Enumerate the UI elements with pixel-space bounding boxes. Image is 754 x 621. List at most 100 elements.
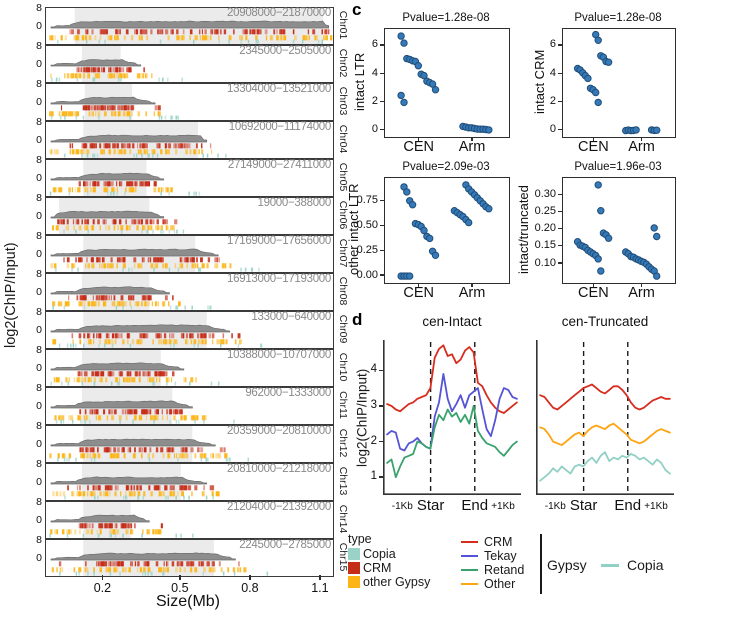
scatter-x-tick-mark <box>592 137 594 141</box>
track-row: 8 0 27149000−27411000 Chr05 <box>36 154 349 197</box>
track-row: 8 0 2345000−2505000 Chr02 <box>36 40 349 83</box>
track-ytick-8: 8 <box>36 268 42 280</box>
legend-line-items: CRM Tekay Retand Other <box>461 535 524 591</box>
scatter-x-tick-mark <box>471 137 473 141</box>
legend-type-item-label: Copia <box>363 547 396 561</box>
track-row: 8 0 17169000−17656000 Chr07 <box>36 230 349 273</box>
track-range-label: 2345000−2505000 <box>239 45 331 57</box>
scatter-category-label: Arm <box>458 285 486 301</box>
scatter-category-label: CEN <box>578 285 609 301</box>
scatter-y-tick-mark <box>379 274 384 276</box>
track-range-label: 133000−640000 <box>251 311 331 323</box>
legend-type-item: Copia <box>348 547 430 561</box>
profile-y-tick-mark <box>378 476 383 478</box>
track-box: 2245000−2785000 <box>45 539 334 577</box>
track-ytick-0: 0 <box>36 210 42 222</box>
track-signal-svg <box>50 350 220 386</box>
scatter-y-tick-mark <box>379 249 384 251</box>
scatter-dots-svg <box>397 181 493 280</box>
profile-y-tick-label: 3 <box>370 398 377 411</box>
x-axis-tick-label: 0.2 <box>93 581 112 595</box>
track-ytick-0: 0 <box>36 438 42 450</box>
track-row: 8 0 2245000−2785000 Chr15 <box>36 534 349 577</box>
track-chr-label: Chr12 <box>337 428 349 458</box>
scatter-y-tick-mark <box>379 200 384 202</box>
x-axis-tick-mark <box>249 575 251 580</box>
scatter-dots-svg <box>573 181 661 280</box>
track-ytick-8: 8 <box>36 534 42 546</box>
track-signal-svg <box>49 8 333 44</box>
track-chr-label: Chr01 <box>337 10 349 40</box>
track-box: 20810000−21218000 <box>45 463 334 501</box>
track-ytick-0: 0 <box>36 514 42 526</box>
track-row: 8 0 19000−388000 Chr06 <box>36 192 349 235</box>
track-chr-label: Chr13 <box>337 466 349 496</box>
legend-line-item-label: Tekay <box>484 549 517 563</box>
legend-copia-line-swatch <box>601 564 619 567</box>
scatter-y-tick-mark <box>379 100 384 103</box>
profile-y-tick-mark <box>378 440 383 443</box>
legend-line-item-label: Other <box>484 577 516 591</box>
track-ytick-0: 0 <box>36 286 42 298</box>
legend-type-item: other Gypsy <box>348 575 430 589</box>
legend-copia-line-label: Copia <box>627 557 664 573</box>
scatter-x-tick-mark <box>418 283 420 287</box>
scatter-category-label: Arm <box>458 139 486 155</box>
scatter-x-tick-mark <box>640 283 643 287</box>
track-ytick-8: 8 <box>36 116 42 128</box>
track-row: 8 0 20908000−21870000 Chr01 <box>36 2 349 45</box>
track-ytick-8: 8 <box>36 230 42 242</box>
track-ytick-8: 8 <box>36 458 42 470</box>
scatter-y-tick-mark <box>557 44 562 46</box>
track-ytick-8: 8 <box>36 496 42 508</box>
x-axis-tick-mark <box>101 575 104 580</box>
x-axis-tick-mark <box>319 575 321 580</box>
track-chr-label: Chr08 <box>337 276 349 306</box>
track-chr-label: Chr07 <box>337 238 349 268</box>
track-row: 8 0 133000−640000 Chr09 <box>36 306 349 349</box>
track-chr-label: Chr09 <box>337 314 349 344</box>
scatter-x-tick-mark <box>471 283 473 287</box>
other-gypsy-swatch <box>348 576 360 588</box>
panel-c-letter: c <box>352 0 362 19</box>
track-box: 27149000−27411000 <box>45 159 334 197</box>
track-ytick-0: 0 <box>36 96 42 108</box>
profile-lines-svg <box>536 340 674 495</box>
track-ytick-8: 8 <box>36 344 42 356</box>
track-ytick-0: 0 <box>36 58 42 70</box>
track-row: 8 0 10692000−11174000 Chr04 <box>36 116 349 159</box>
profile-plot-area <box>383 340 521 495</box>
profile-y-tick-label: 2 <box>370 434 377 447</box>
profile-x-axis-label: -1Kb <box>391 501 413 512</box>
legend-line-item: Tekay <box>461 549 524 563</box>
track-range-label: 20359000−20810000 <box>227 425 331 437</box>
track-range-label: 962000−1333000 <box>245 387 331 399</box>
track-chr-label: Chr03 <box>337 86 349 116</box>
track-signal-svg <box>50 198 185 234</box>
crm-line-swatch <box>461 540 478 544</box>
scatter-y-tick-label: 0.00 <box>356 268 378 281</box>
scatter-dots-svg <box>573 30 661 135</box>
track-chr-label: Chr10 <box>337 352 349 382</box>
track-ytick-0: 0 <box>36 362 42 374</box>
track-ytick-0: 0 <box>36 20 42 32</box>
scatter-y-tick-label: 0.25 <box>534 204 556 217</box>
track-range-label: 10388000−10707000 <box>227 349 331 361</box>
scatter-x-tick-mark <box>418 137 420 141</box>
track-row: 8 0 16913000−17193000 Chr08 <box>36 268 349 311</box>
scatter-dots-svg <box>397 32 493 134</box>
scatter-y-tick-mark <box>379 72 384 74</box>
legend-type-title: type <box>348 532 372 546</box>
scatter-plot-title: Pvalue=1.28e-08 <box>574 12 662 24</box>
scatter-category-label: Arm <box>628 285 655 301</box>
tracks-y-axis-label: log2(ChIP/Input) <box>3 242 19 348</box>
scatter-plot-title: Pvalue=2.09e-03 <box>402 161 490 173</box>
scatter-plot-box <box>562 177 676 284</box>
x-axis-tick-label: 1.1 <box>311 581 329 595</box>
track-chr-label: Chr06 <box>337 200 349 230</box>
track-box: 10388000−10707000 <box>45 349 334 387</box>
legend-type-block: type Copia CRM other Gypsy <box>348 532 430 589</box>
track-chr-label: Chr02 <box>337 48 349 78</box>
track-signal-svg <box>50 464 220 500</box>
